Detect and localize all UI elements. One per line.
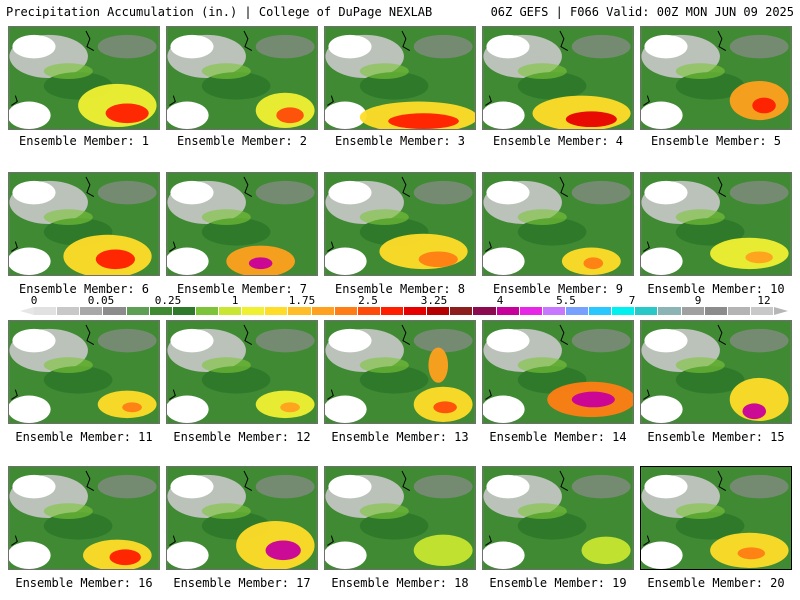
colorbar-swatch [172, 307, 196, 315]
ensemble-member-label: Ensemble Member: 1 [18, 134, 150, 148]
colorbar-tick-label: 0.25 [154, 294, 182, 307]
ensemble-member-label: Ensemble Member: 12 [173, 430, 311, 444]
colorbar-tick-label: 5.5 [556, 294, 576, 307]
colorbar-swatch [288, 307, 312, 315]
colorbar-swatch [34, 307, 58, 315]
ensemble-map-18 [324, 466, 476, 570]
ensemble-member-label: Ensemble Member: 16 [15, 576, 153, 590]
ensemble-member-label: Ensemble Member: 4 [492, 134, 624, 148]
colorbar-tick-label: 1 [231, 294, 239, 307]
ensemble-map-14 [482, 320, 634, 424]
ensemble-member-label: Ensemble Member: 15 [647, 430, 785, 444]
ensemble-map-11 [8, 320, 160, 424]
ensemble-map-4 [482, 26, 634, 130]
ensemble-member-label: Ensemble Member: 8 [334, 282, 466, 296]
colorbar-tick-label: 0.05 [87, 294, 115, 307]
ensemble-map-20 [640, 466, 792, 570]
colorbar-swatch [103, 307, 127, 315]
ensemble-map-17 [166, 466, 318, 570]
colorbar-swatch [635, 307, 659, 315]
colorbar-swatch [473, 307, 497, 315]
colorbar-swatch [380, 307, 404, 315]
ensemble-map-3 [324, 26, 476, 130]
colorbar-tick-label: 9 [694, 294, 702, 307]
ensemble-map-7 [166, 172, 318, 276]
product-title: Precipitation Accumulation (in.) | Colle… [6, 5, 433, 19]
colorbar-swatch [404, 307, 428, 315]
ensemble-map-1 [8, 26, 160, 130]
colorbar-swatch [496, 307, 520, 315]
ensemble-member-label: Ensemble Member: 20 [647, 576, 785, 590]
colorbar-swatch [612, 307, 636, 315]
ensemble-member-label: Ensemble Member: 18 [331, 576, 469, 590]
ensemble-member-label: Ensemble Member: 2 [176, 134, 308, 148]
colorbar-scale [34, 307, 774, 315]
ensemble-map-5 [640, 26, 792, 130]
ensemble-member-label: Ensemble Member: 6 [18, 282, 150, 296]
ensemble-map-10 [640, 172, 792, 276]
colorbar-swatch [450, 307, 474, 315]
ensemble-member-label: Ensemble Member: 17 [173, 576, 311, 590]
colorbar-swatch [80, 307, 104, 315]
ensemble-map-6 [8, 172, 160, 276]
model-run-info: 06Z GEFS | F066 Valid: 00Z MON JUN 09 20… [490, 5, 794, 19]
ensemble-member-label: Ensemble Member: 19 [489, 576, 627, 590]
colorbar-tick-label: 7 [628, 294, 636, 307]
colorbar-swatch [265, 307, 289, 315]
colorbar-left-arrow [20, 307, 34, 315]
colorbar-swatch [519, 307, 543, 315]
colorbar-swatch [57, 307, 81, 315]
colorbar-swatch [126, 307, 150, 315]
ensemble-map-19 [482, 466, 634, 570]
colorbar-tick-label: 1.75 [288, 294, 316, 307]
colorbar-swatch [334, 307, 358, 315]
colorbar-swatch [219, 307, 243, 315]
colorbar-swatch [427, 307, 451, 315]
colorbar-swatch [311, 307, 335, 315]
colorbar-swatch [542, 307, 566, 315]
colorbar-swatch [750, 307, 774, 315]
ensemble-member-label: Ensemble Member: 13 [331, 430, 469, 444]
colorbar-swatch [589, 307, 613, 315]
ensemble-member-label: Ensemble Member: 5 [650, 134, 782, 148]
colorbar-swatch [565, 307, 589, 315]
ensemble-map-8 [324, 172, 476, 276]
colorbar-swatch [149, 307, 173, 315]
ensemble-map-15 [640, 320, 792, 424]
colorbar-right-arrow [774, 307, 788, 315]
colorbar-swatch [681, 307, 705, 315]
ensemble-member-label: Ensemble Member: 3 [334, 134, 466, 148]
colorbar-tick-label: 4 [496, 294, 504, 307]
colorbar-tick-label: 3.25 [420, 294, 448, 307]
ensemble-map-13 [324, 320, 476, 424]
colorbar-swatch [727, 307, 751, 315]
ensemble-map-16 [8, 466, 160, 570]
ensemble-member-label: Ensemble Member: 10 [647, 282, 785, 296]
ensemble-map-12 [166, 320, 318, 424]
colorbar: 0 0.05 0.25 1 1.75 2.5 3.25 4 5.5 7 9 12 [0, 294, 800, 318]
colorbar-swatch [357, 307, 381, 315]
ensemble-map-9 [482, 172, 634, 276]
colorbar-tick-label: 12 [757, 294, 771, 307]
colorbar-swatch [242, 307, 266, 315]
colorbar-swatch [704, 307, 728, 315]
colorbar-tick-label: 2.5 [358, 294, 378, 307]
header: Precipitation Accumulation (in.) | Colle… [0, 0, 800, 24]
colorbar-swatch [658, 307, 682, 315]
ensemble-member-label: Ensemble Member: 7 [176, 282, 308, 296]
colorbar-tick-label: 0 [30, 294, 38, 307]
ensemble-member-label: Ensemble Member: 9 [492, 282, 624, 296]
colorbar-tick-labels: 0 0.05 0.25 1 1.75 2.5 3.25 4 5.5 7 9 12 [0, 294, 800, 307]
ensemble-member-label: Ensemble Member: 11 [15, 430, 153, 444]
colorbar-swatch [195, 307, 219, 315]
ensemble-map-2 [166, 26, 318, 130]
ensemble-member-label: Ensemble Member: 14 [489, 430, 627, 444]
